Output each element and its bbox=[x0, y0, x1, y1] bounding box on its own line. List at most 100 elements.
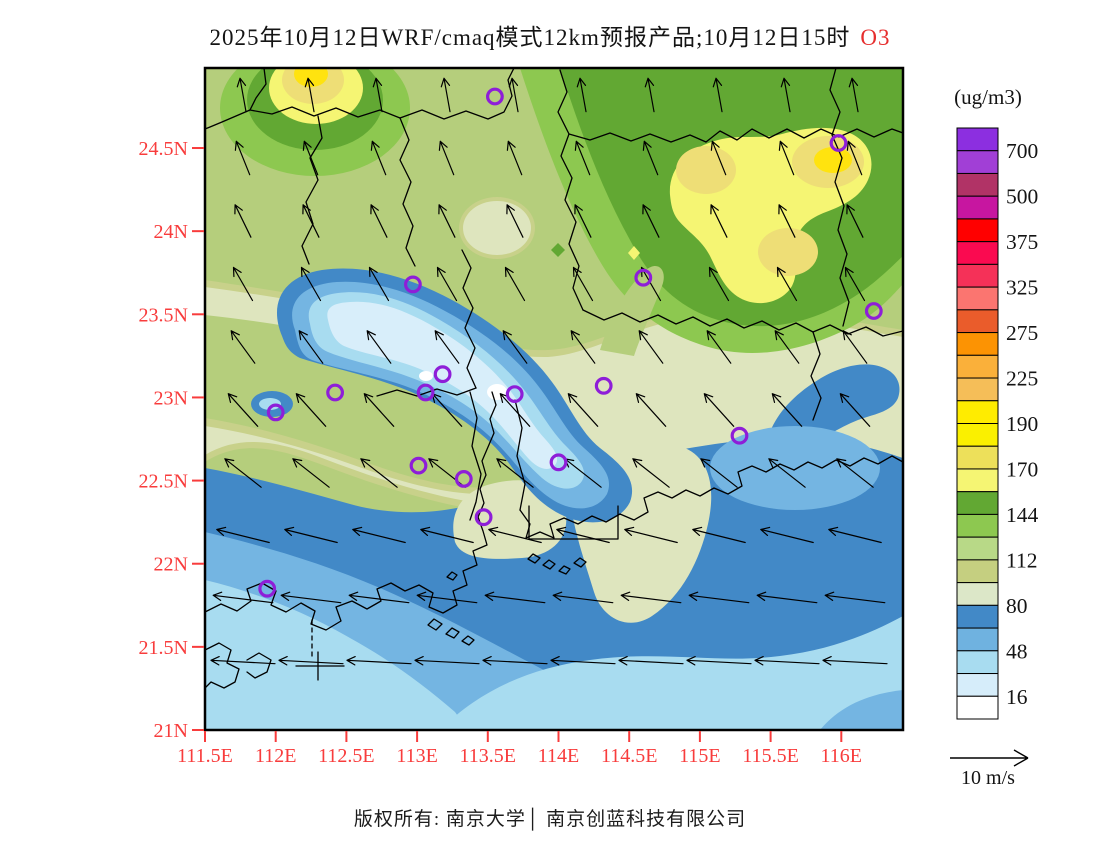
lon-tick-label: 113E bbox=[396, 745, 437, 767]
wind-arrow bbox=[234, 140, 251, 176]
lat-tick-label: 21.5N bbox=[139, 637, 188, 659]
lat-tick-label: 22.5N bbox=[139, 471, 188, 493]
wind-arrow bbox=[572, 266, 594, 302]
wind-arrow bbox=[846, 140, 863, 176]
colorbar-tick-label: 275 bbox=[1006, 321, 1038, 345]
colorbar-box bbox=[956, 286, 999, 311]
colorbar-box bbox=[956, 263, 999, 288]
wind-arrow bbox=[284, 526, 338, 544]
wind-arrow bbox=[836, 458, 874, 488]
wind-arrow bbox=[642, 204, 660, 238]
city-marker bbox=[416, 383, 435, 402]
city-marker bbox=[549, 453, 568, 472]
wind-arrow bbox=[436, 266, 458, 302]
wind-arrow bbox=[710, 204, 728, 238]
wind-arrow bbox=[574, 140, 591, 176]
wind-arrow bbox=[363, 393, 395, 427]
colorbar-box bbox=[956, 172, 999, 197]
contour-fill-ocean-corner-wedge bbox=[820, 690, 903, 730]
wind-arrow bbox=[506, 140, 523, 176]
colorbar-box bbox=[956, 513, 999, 538]
wind-arrow bbox=[224, 458, 262, 488]
wind-arrow bbox=[227, 393, 259, 427]
colorbar-tick-label: 144 bbox=[1006, 503, 1039, 527]
city-marker bbox=[266, 403, 285, 422]
page-title: 2025年10月12日WRF/cmaq模式12km预报产品;10月12日15时 O… bbox=[0, 18, 1100, 52]
contour-fill-ne-yellow-core-w bbox=[676, 146, 736, 194]
wind-arrow bbox=[496, 458, 534, 488]
wind-arrow bbox=[482, 656, 548, 666]
city-marker bbox=[433, 365, 452, 384]
wind-arrow bbox=[574, 204, 592, 238]
lon-tick-label: 116E bbox=[821, 745, 862, 767]
wind-arrow bbox=[710, 140, 727, 176]
lat-tick-label: 24.5N bbox=[139, 138, 188, 160]
wind-arrow bbox=[420, 526, 474, 544]
wind-arrow bbox=[848, 77, 859, 113]
wind-arrow bbox=[692, 526, 746, 544]
contour-fill-ne-yellow-core-s bbox=[758, 228, 818, 276]
wind-arrow bbox=[703, 393, 735, 427]
wind-arrow bbox=[624, 526, 678, 544]
wind-arrow bbox=[366, 330, 392, 364]
wind-arrow bbox=[278, 656, 344, 666]
wind-arrow bbox=[700, 458, 738, 488]
coastline-and-boundaries bbox=[205, 68, 903, 689]
colorbar-box bbox=[956, 218, 999, 243]
wind-arrow bbox=[686, 656, 752, 666]
wind-arrow bbox=[502, 330, 528, 364]
colorbar-legend: (ug/m3) 700 500 375 325 275 225 190 170 144 112 80 4… bbox=[954, 85, 1039, 720]
contour-fill-nw-yellow-peak bbox=[294, 68, 328, 87]
contour-fill-delta-core-white-2 bbox=[419, 371, 433, 381]
wind-arrow bbox=[506, 204, 524, 238]
map-canvas bbox=[205, 68, 903, 730]
axes: 24.5N 24N 23.5N 23N 22.5N 22N 21.5N 21N 111.5E 11… bbox=[139, 138, 862, 767]
wind-arrow bbox=[295, 393, 327, 427]
wind-arrow bbox=[556, 526, 610, 544]
wind-arrow bbox=[635, 393, 667, 427]
wind-arrow bbox=[348, 591, 410, 604]
wind-arrow bbox=[438, 204, 456, 238]
wind-arrow bbox=[304, 77, 315, 113]
lat-tick-label: 24N bbox=[154, 221, 188, 243]
wind-arrow bbox=[232, 266, 254, 302]
lon-tick-label: 115E bbox=[679, 745, 720, 767]
wind-arrow bbox=[360, 458, 398, 488]
wind-arrow bbox=[484, 591, 546, 604]
marine-box-boundary bbox=[528, 505, 619, 540]
wind-arrow bbox=[292, 458, 330, 488]
contour-fill-west-mini-patch-core bbox=[259, 398, 281, 410]
wind-arrow bbox=[440, 77, 451, 113]
wind-arrow bbox=[576, 77, 587, 113]
wind-arrow bbox=[372, 77, 383, 113]
wind-arrow bbox=[234, 204, 252, 238]
colorbar-box bbox=[956, 673, 999, 697]
colorbar-box bbox=[956, 400, 999, 424]
contour-fill-ne-valley-wedge bbox=[600, 265, 664, 356]
colorbar-tick-label: 325 bbox=[1006, 276, 1038, 300]
city-marker bbox=[505, 385, 524, 404]
wind-scale-legend: 10 m/s bbox=[950, 749, 1029, 789]
lon-tick-label: 115.5E bbox=[742, 745, 798, 767]
colorbar-box bbox=[956, 150, 999, 174]
wind-arrow bbox=[488, 526, 542, 544]
colorbar-box bbox=[956, 627, 999, 652]
wind-arrow bbox=[508, 77, 519, 113]
city-marker bbox=[454, 470, 473, 488]
contour-fill-delta-band-16 bbox=[327, 301, 558, 469]
wind-arrow bbox=[844, 266, 866, 302]
wind-arrow bbox=[570, 330, 596, 364]
colorbar-box bbox=[956, 650, 999, 675]
wind-scale-arrow bbox=[950, 749, 1029, 767]
wind-arrow bbox=[370, 140, 387, 176]
city-marker bbox=[486, 87, 504, 106]
map-border bbox=[203, 66, 905, 732]
wind-arrow bbox=[688, 591, 750, 604]
contour-fill-ne-valley-speck bbox=[628, 246, 640, 260]
city-marker bbox=[864, 302, 883, 320]
colorbar-box bbox=[956, 309, 999, 334]
colorbar-tick-label: 80 bbox=[1006, 594, 1028, 618]
wind-arrow bbox=[706, 330, 732, 364]
city-marker bbox=[404, 275, 422, 294]
